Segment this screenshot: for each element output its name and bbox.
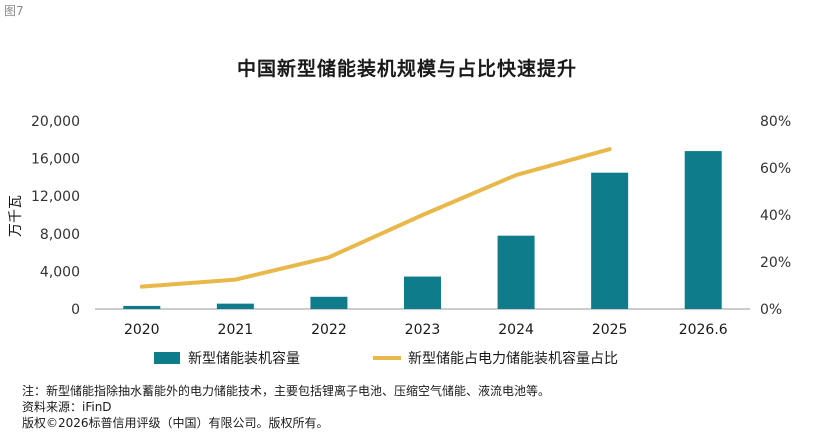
x-axis-ticks: 2020 2021 2022 2023 2024 2025 2026.6 xyxy=(124,322,728,338)
left-tick-label: 4,000 xyxy=(40,264,80,280)
x-tick-label: 2023 xyxy=(405,322,441,338)
left-tick-label: 16,000 xyxy=(31,152,80,168)
left-tick-label: 8,000 xyxy=(40,227,80,243)
left-tick-label: 12,000 xyxy=(31,189,80,205)
footnote-source: 资料来源：iFinD xyxy=(22,400,112,414)
line-series xyxy=(139,147,612,289)
left-axis-ticks: 0 4,000 8,000 12,000 16,000 20,000 xyxy=(31,114,80,318)
bar xyxy=(497,235,535,309)
x-tick-label: 2020 xyxy=(124,322,160,338)
y-axis-label: 万千瓦 xyxy=(8,195,24,237)
chart: 0 4,000 8,000 12,000 16,000 20,000 0% 20% 40% 60… xyxy=(8,114,791,367)
legend: 新型储能装机容量 新型储能占电力储能装机容量占比 xyxy=(154,350,618,367)
right-tick-label: 60% xyxy=(760,161,791,177)
x-tick-label: 2022 xyxy=(311,322,347,338)
x-tick-label: 2021 xyxy=(218,322,254,338)
right-tick-label: 20% xyxy=(760,255,791,271)
right-tick-label: 0% xyxy=(760,302,782,318)
footnotes: 注：新型储能指除抽水蓄能外的电力储能技术，主要包括锂离子电池、压缩空气储能、液流… xyxy=(22,383,550,431)
x-tick-label: 2024 xyxy=(498,322,534,338)
line-path xyxy=(139,147,612,289)
x-tick-label: 2025 xyxy=(592,322,628,338)
left-tick-label: 0 xyxy=(71,302,80,318)
x-tick-label: 2026.6 xyxy=(679,322,728,338)
footnote-note: 注：新型储能指除抽水蓄能外的电力储能技术，主要包括锂离子电池、压缩空气储能、液流… xyxy=(22,384,551,398)
bar xyxy=(123,305,161,309)
bar xyxy=(591,172,629,309)
bar xyxy=(684,151,722,309)
footnote-copyright: 版权©2026标普信用评级（中国）有限公司。版权所有。 xyxy=(22,416,329,430)
bar-series xyxy=(123,151,722,309)
bar xyxy=(310,296,348,309)
bar xyxy=(216,303,254,309)
bar xyxy=(404,276,441,309)
left-tick-label: 20,000 xyxy=(31,114,80,130)
figure-label: 图7 xyxy=(4,4,24,18)
right-axis-ticks: 0% 20% 40% 60% 80% xyxy=(760,114,791,318)
legend-label-bar: 新型储能装机容量 xyxy=(188,350,300,367)
right-tick-label: 40% xyxy=(760,208,791,224)
legend-swatch-bar xyxy=(154,352,180,364)
legend-label-line: 新型储能占电力储能装机容量占比 xyxy=(408,350,618,367)
right-tick-label: 80% xyxy=(760,114,791,130)
chart-title: 中国新型储能装机规模与占比快速提升 xyxy=(236,58,577,80)
